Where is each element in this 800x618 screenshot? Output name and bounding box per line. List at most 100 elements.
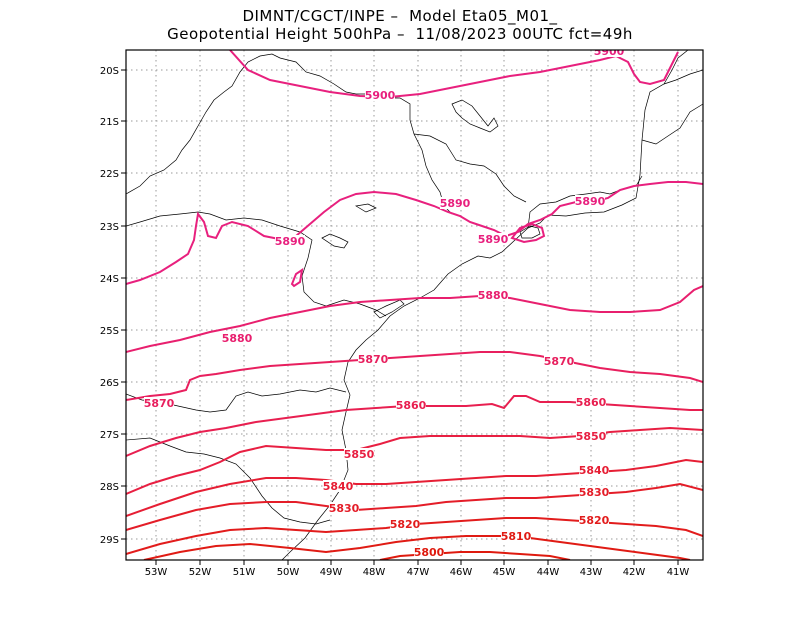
lon-tick-label: 53W bbox=[145, 567, 168, 578]
contour-label: 5800 bbox=[414, 546, 445, 559]
lagoon-2 bbox=[321, 233, 349, 249]
lat-tick-label: 24S bbox=[100, 274, 119, 285]
contour-label: 5880 bbox=[478, 289, 509, 302]
contour-label-bg bbox=[323, 480, 353, 492]
contour-label-bg bbox=[144, 397, 174, 409]
map-title-line1: DIMNT/CGCT/INPE – Model Eta05_M01_ bbox=[242, 7, 558, 25]
lat-tick-label: 20S bbox=[100, 66, 119, 77]
state-border-2 bbox=[126, 211, 387, 317]
contour-label-bg bbox=[414, 546, 444, 558]
contour-label: 5810 bbox=[501, 530, 532, 543]
contour-label: 5820 bbox=[579, 514, 610, 527]
lat-tick-label: 21S bbox=[100, 117, 119, 128]
state-border-4 bbox=[126, 437, 331, 525]
contour-label: 5870 bbox=[144, 397, 175, 410]
contour-label-bg bbox=[575, 195, 605, 207]
contour-label-bg bbox=[544, 355, 574, 367]
lon-tick-label: 52W bbox=[189, 567, 212, 578]
contour-label-bg bbox=[576, 430, 606, 442]
lagoon-3 bbox=[355, 203, 377, 213]
contour-5830 bbox=[126, 482, 703, 531]
lon-tick-label: 45W bbox=[493, 567, 516, 578]
contour-label: 5880 bbox=[222, 332, 253, 345]
map-frame bbox=[125, 49, 704, 561]
contour-5850 bbox=[126, 426, 703, 495]
lat-tick-label: 27S bbox=[100, 430, 119, 441]
state-border-7 bbox=[663, 50, 689, 85]
contour-label: 5900 bbox=[365, 89, 396, 102]
contour-label-bg bbox=[396, 399, 426, 411]
contour-label: 5870 bbox=[358, 353, 389, 366]
contour-label: 5840 bbox=[579, 464, 610, 477]
contour-label: 5840 bbox=[323, 480, 354, 493]
contour-label-bg bbox=[329, 502, 359, 514]
contour-label-bg bbox=[594, 50, 624, 57]
contour-label: 5890 bbox=[478, 233, 509, 246]
lon-tick-label: 43W bbox=[580, 567, 603, 578]
contour-label-bg bbox=[478, 289, 508, 301]
lon-tick-label: 44W bbox=[537, 567, 560, 578]
lon-tick-label: 41W bbox=[667, 567, 690, 578]
contour-label-bg bbox=[440, 197, 470, 209]
lat-tick-label: 22S bbox=[100, 169, 119, 180]
contour-5810 bbox=[143, 535, 691, 560]
contour-label: 5830 bbox=[329, 502, 360, 515]
contour-5840 bbox=[126, 458, 703, 517]
lon-tick-label: 49W bbox=[320, 567, 343, 578]
contour-label: 5860 bbox=[396, 399, 427, 412]
state-border-6 bbox=[413, 133, 527, 203]
lon-tick-label: 50W bbox=[277, 567, 300, 578]
lon-tick-label: 48W bbox=[363, 567, 386, 578]
lon-tick-label: 47W bbox=[407, 567, 430, 578]
coastline-borders bbox=[126, 50, 703, 560]
contour-label-bg bbox=[501, 530, 531, 542]
state-border-1 bbox=[126, 53, 453, 215]
contour-labels: 5900 5900 5890 5890 5890 5890 5880 5880 5870 5870… bbox=[144, 45, 625, 559]
contour-label-bg bbox=[579, 486, 609, 498]
contour-label-bg bbox=[222, 332, 252, 344]
contour-5890-small bbox=[290, 267, 304, 288]
lat-tick-label: 28S bbox=[100, 482, 119, 493]
lat-tick-label: 26S bbox=[100, 378, 119, 389]
contour-5890-ring bbox=[510, 222, 546, 244]
contour-label-bg bbox=[275, 235, 305, 247]
lat-tick-label: 25S bbox=[100, 326, 119, 337]
lagoon-4 bbox=[373, 299, 405, 319]
contour-label-bg bbox=[365, 89, 395, 101]
contour-5900-north bbox=[229, 50, 679, 99]
island-1 bbox=[519, 225, 541, 239]
contour-label: 5850 bbox=[344, 448, 375, 461]
contour-label-bg bbox=[579, 464, 609, 476]
contour-label: 5860 bbox=[576, 396, 607, 409]
contour-5880 bbox=[126, 285, 703, 353]
contour-label: 5900 bbox=[594, 45, 625, 58]
contour-label: 5830 bbox=[579, 486, 610, 499]
axis-ticks: 53W 52W 51W 50W 49W 48W 47W 46W 45W 44W 43W 42W 41W 2… bbox=[100, 66, 689, 578]
height-contours bbox=[126, 50, 703, 560]
contour-5890-west bbox=[126, 181, 703, 285]
contour-label-bg bbox=[390, 518, 420, 530]
lon-tick-label: 42W bbox=[623, 567, 646, 578]
contour-label: 5890 bbox=[440, 197, 471, 210]
lat-tick-label: 23S bbox=[100, 222, 119, 233]
contour-label: 5820 bbox=[390, 518, 421, 531]
map-grid bbox=[126, 50, 703, 560]
lagoon-1 bbox=[451, 99, 499, 133]
contour-label-bg bbox=[478, 233, 508, 245]
lon-tick-label: 51W bbox=[233, 567, 256, 578]
lat-tick-label: 29S bbox=[100, 535, 119, 546]
lon-tick-label: 46W bbox=[450, 567, 473, 578]
contour-label-bg bbox=[579, 514, 609, 526]
contour-5870 bbox=[126, 351, 703, 401]
contour-label: 5890 bbox=[275, 235, 306, 248]
contour-label-bg bbox=[576, 396, 606, 408]
map-title-line2: Geopotential Height 500hPa – 11/08/2023 … bbox=[167, 25, 633, 43]
state-border-8 bbox=[641, 103, 703, 145]
contour-label: 5890 bbox=[575, 195, 606, 208]
contour-label-bg bbox=[358, 353, 388, 365]
contour-5820 bbox=[126, 517, 703, 555]
contour-label: 5870 bbox=[544, 355, 575, 368]
contour-5800 bbox=[379, 551, 571, 560]
contour-label: 5850 bbox=[576, 430, 607, 443]
